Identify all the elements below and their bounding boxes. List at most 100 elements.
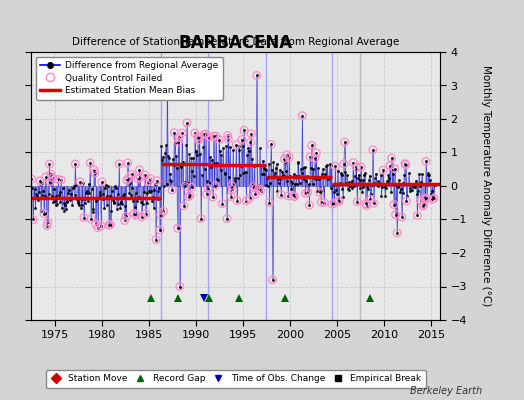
Point [412, 191, 421, 197]
Point [344, 186, 352, 192]
Point [298, 170, 306, 176]
Point [391, 211, 400, 218]
Point [145, 187, 153, 194]
Point [423, 195, 431, 202]
Point [59, 185, 67, 192]
Point [174, 138, 182, 145]
Point [427, 191, 435, 198]
Point [43, 222, 51, 229]
Point [285, 154, 293, 160]
Point [255, 186, 263, 192]
Point [188, 168, 196, 174]
Point [173, 225, 182, 232]
Point [157, 143, 165, 150]
Point [81, 196, 90, 203]
Point [357, 164, 365, 170]
Point [331, 163, 340, 170]
Point [188, 184, 196, 190]
Point [417, 198, 425, 204]
Point [258, 170, 266, 177]
Point [99, 191, 107, 198]
Point [104, 183, 112, 189]
Point [76, 179, 84, 185]
Point [401, 162, 410, 168]
Point [426, 177, 434, 184]
Point [278, 169, 286, 176]
Point [178, 130, 187, 136]
Point [430, 195, 438, 202]
Point [115, 161, 123, 167]
Point [383, 178, 391, 185]
Point [353, 198, 362, 205]
Point [181, 183, 190, 190]
Point [154, 188, 162, 194]
Point [67, 190, 75, 197]
Point [262, 182, 270, 188]
Point [232, 142, 241, 148]
Point [139, 201, 148, 208]
Point [363, 202, 371, 209]
Point [40, 193, 49, 199]
Point [347, 178, 356, 184]
Point [43, 219, 52, 226]
Point [45, 191, 53, 197]
Point [416, 183, 424, 190]
Point [210, 160, 219, 166]
Point [303, 173, 311, 179]
Point [428, 188, 436, 194]
Point [47, 171, 55, 177]
Point [119, 191, 128, 197]
Point [414, 188, 422, 194]
Point [171, 140, 179, 146]
Point [91, 170, 99, 176]
Point [117, 200, 126, 206]
Point [50, 186, 58, 192]
Point [226, 193, 235, 200]
Point [311, 176, 320, 182]
Point [367, 191, 376, 198]
Point [358, 189, 366, 196]
Point [191, 148, 200, 154]
Point [265, 199, 274, 206]
Point [215, 136, 223, 143]
Point [290, 194, 299, 200]
Point [415, 170, 423, 177]
Point [78, 202, 86, 208]
Point [138, 214, 146, 220]
Point [127, 171, 136, 178]
Point [283, 178, 292, 184]
Point [79, 180, 88, 186]
Point [210, 133, 218, 139]
Point [219, 145, 227, 151]
Point [319, 188, 328, 194]
Point [334, 198, 343, 204]
Point [286, 173, 294, 180]
Point [251, 191, 259, 198]
Point [57, 177, 66, 183]
Point [368, 182, 376, 188]
Point [330, 189, 338, 196]
Point [54, 192, 63, 198]
Point [306, 154, 314, 160]
Point [330, 200, 339, 206]
Point [164, 153, 172, 159]
Point [308, 142, 316, 149]
Point [223, 132, 232, 139]
Point [237, 136, 246, 143]
Point [37, 180, 46, 186]
Point [387, 188, 395, 195]
Point [124, 160, 132, 166]
Point [202, 131, 210, 137]
Point [27, 176, 36, 182]
Point [211, 182, 220, 189]
Point [226, 144, 234, 150]
Point [157, 211, 165, 218]
Point [290, 194, 299, 200]
Point [40, 210, 48, 217]
Point [114, 201, 123, 208]
Point [77, 204, 85, 211]
Point [161, 142, 170, 148]
Point [294, 160, 303, 166]
Point [421, 196, 430, 202]
Point [322, 174, 331, 181]
